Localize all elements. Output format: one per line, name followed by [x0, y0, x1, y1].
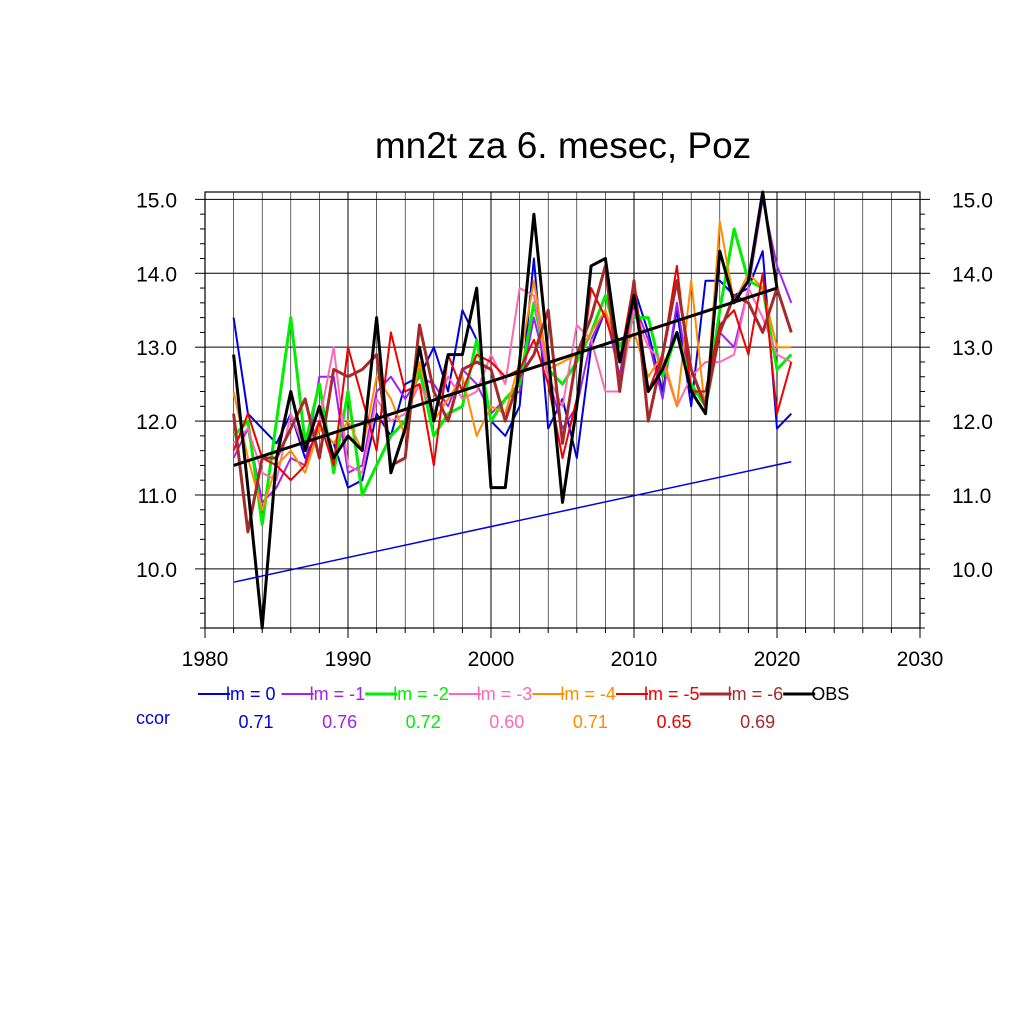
- x-tick-label: 2010: [611, 648, 658, 671]
- series-layer: [232, 190, 793, 630]
- series-line-lm-6: [232, 264, 793, 534]
- ccor-value: 0.65: [656, 712, 691, 732]
- series-line-lm-4: [232, 220, 792, 511]
- legend-label: lm = 0: [226, 684, 276, 704]
- x-tick-label: 2020: [754, 648, 801, 671]
- y-tick-label-left: 14.0: [136, 263, 177, 286]
- y-tick-label-right: 11.0: [952, 485, 991, 508]
- series-line-lm-1: [232, 198, 793, 504]
- ccor-value: 0.69: [740, 712, 775, 732]
- series-line-lm-3: [232, 287, 792, 482]
- y-tick-label-right: 13.0: [952, 337, 993, 360]
- ccor-value: 0.60: [489, 712, 524, 732]
- legend: lm = 0 0.71 lm = -1 0.76 lm = -2 0.72 lm = -3 0…: [136, 684, 849, 732]
- y-tick-label-right: 15.0: [952, 189, 993, 212]
- y-tick-label-left: 13.0: [136, 337, 177, 360]
- x-tick-label: 2000: [468, 648, 515, 671]
- legend-label: lm = -1: [310, 684, 366, 704]
- legend-label: lm = -3: [477, 684, 533, 704]
- trend-line: [233, 460, 792, 583]
- x-tick-label: 2030: [897, 648, 944, 671]
- y-tick-label-left: 11.0: [138, 485, 177, 508]
- ccor-value: 0.71: [573, 712, 608, 732]
- x-tick-label: 1980: [182, 648, 229, 671]
- x-tick-label: 1990: [325, 648, 372, 671]
- y-tick-label-right: 10.0: [952, 559, 993, 582]
- legend-label: lm = -5: [644, 684, 700, 704]
- y-tick-label-left: 10.0: [136, 559, 177, 582]
- y-tick-label-left: 12.0: [136, 411, 177, 434]
- axis-ticks: 1980 1990 2000 2010 2020 2030 10.0 10.0 11.0 11.0…: [136, 189, 993, 671]
- series-line-obs: [232, 190, 779, 630]
- y-tick-label-right: 14.0: [952, 263, 993, 286]
- plot-border: [204, 191, 921, 629]
- ccor-value: 0.71: [238, 712, 273, 732]
- ccor-value: 0.72: [406, 712, 441, 732]
- plot-frame: [204, 191, 921, 629]
- legend-label: OBS: [811, 684, 849, 704]
- legend-label: lm = -4: [560, 684, 616, 704]
- ccor-value: 0.76: [322, 712, 357, 732]
- trend-line: [233, 286, 778, 467]
- legend-label: lm = -2: [393, 684, 449, 704]
- chart-title: mn2t za 6. mesec, Poz: [375, 125, 751, 166]
- legend-label: lm = -6: [728, 684, 784, 704]
- y-tick-label-right: 12.0: [952, 411, 993, 434]
- y-tick-label-left: 15.0: [136, 189, 177, 212]
- ccor-label: ccor: [136, 708, 170, 728]
